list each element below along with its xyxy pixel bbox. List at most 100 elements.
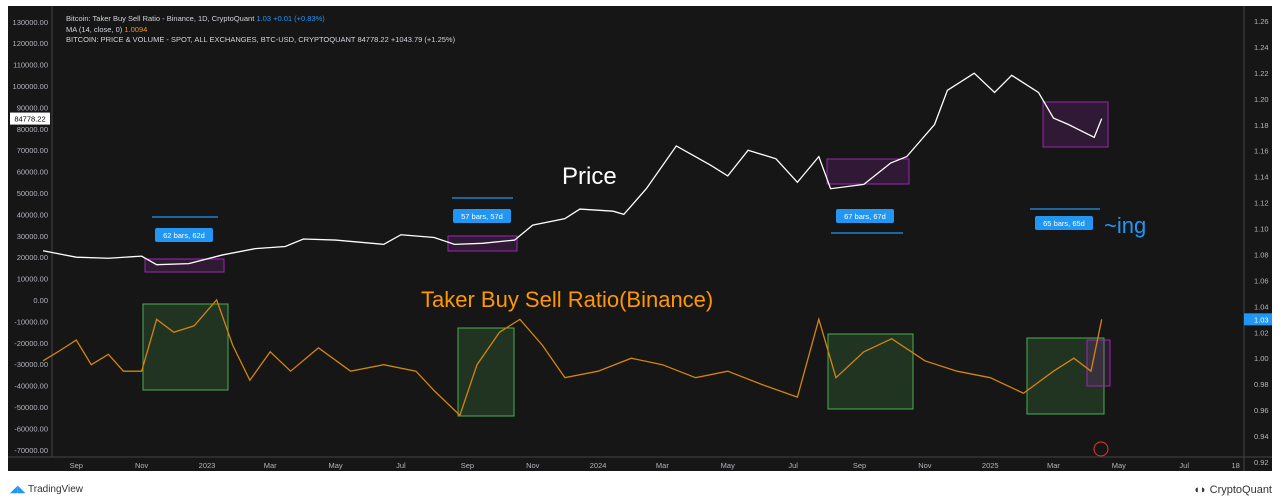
right-axis-tick: 1.16 <box>1254 147 1269 156</box>
time-axis-tick: Nov <box>918 461 932 470</box>
time-axis-tick: Nov <box>526 461 540 470</box>
right-axis-tick: 1.20 <box>1254 95 1269 104</box>
price-annotation: Price <box>562 163 617 190</box>
ratio-annotation: Taker Buy Sell Ratio(Binance) <box>421 287 713 312</box>
time-axis-tick: Mar <box>1047 461 1060 470</box>
chart-canvas[interactable]: 130000.00 120000.00 110000.00 100000.00 9000… <box>8 6 1272 471</box>
right-axis-tick: 1.12 <box>1254 199 1269 208</box>
right-axis-tick: 0.98 <box>1254 380 1269 389</box>
legend-price-title: BITCOIN: PRICE & VOLUME - SPOT, ALL EXCH… <box>66 35 356 44</box>
time-axis-tick: Sep <box>70 461 83 470</box>
left-axis-tick: 30000.00 <box>17 232 48 241</box>
ratio-highlight-box <box>827 333 914 410</box>
right-axis-tick: 1.08 <box>1254 250 1269 259</box>
time-axis-tick: 2024 <box>590 461 607 470</box>
right-axis-tick: 1.04 <box>1254 302 1269 311</box>
left-axis-tick: 80000.00 <box>17 125 48 134</box>
left-axis-tick: -70000.00 <box>14 446 48 455</box>
time-axis-tick: Nov <box>135 461 149 470</box>
cryptoquant-icon: ◖◗ <box>1193 484 1207 496</box>
time-axis-tick: Sep <box>461 461 474 470</box>
time-axis-tick: Jul <box>788 461 798 470</box>
left-axis-tick: 90000.00 <box>17 103 48 112</box>
price-highlight-box <box>826 158 910 185</box>
left-axis-tick: 50000.00 <box>17 189 48 198</box>
chart-legend: Bitcoin: Taker Buy Sell Ratio - Binance,… <box>66 14 455 46</box>
legend-ma-value: 1.0094 <box>124 24 148 34</box>
price-highlight-box <box>1042 101 1109 148</box>
right-axis-tick: 1.06 <box>1254 276 1269 285</box>
ratio-highlight-box <box>142 303 229 391</box>
left-axis-tick: 120000.00 <box>13 39 48 48</box>
chart-panel[interactable]: 130000.00 120000.00 110000.00 100000.00 9000… <box>8 6 1272 471</box>
legend-price-change: +1043.79 (+1.25%) <box>390 35 456 44</box>
time-axis-tick: May <box>1112 461 1126 470</box>
left-axis-tick: 20000.00 <box>17 253 48 262</box>
measure-label-bg <box>155 228 213 242</box>
left-axis-tick: 70000.00 <box>17 146 48 155</box>
left-axis-tick: -40000.00 <box>14 382 48 391</box>
tradingview-label: TradingView <box>28 484 84 495</box>
ratio-highlight-box <box>1026 337 1105 415</box>
price-current-label-bg <box>10 112 50 125</box>
left-axis-tick: -20000.00 <box>14 339 48 348</box>
left-axis-tick: 100000.00 <box>13 82 48 91</box>
legend-ratio-change: +0.01 (+0.83%) <box>273 14 325 23</box>
ratio-line <box>42 298 1103 417</box>
ratio-current-label: 1.03 <box>1254 315 1269 324</box>
right-axis-tick: 1.14 <box>1254 173 1269 182</box>
time-axis-tick: 2023 <box>199 461 216 470</box>
measure-label-bg <box>1035 216 1093 230</box>
right-axis-tick: 1.18 <box>1254 121 1269 130</box>
ing-annotation: ~ing <box>1104 213 1146 238</box>
price-highlight-box <box>1086 339 1111 387</box>
ratio-current-label-bg <box>1244 313 1272 326</box>
measure-label-bg <box>453 209 511 223</box>
time-axis-tick: Mar <box>656 461 669 470</box>
time-axis-tick: 2025 <box>982 461 999 470</box>
time-axis-tick: Jul <box>1179 461 1189 470</box>
measure-label: 57 bars, 57d <box>461 212 503 221</box>
left-axis-tick: -10000.00 <box>14 317 48 326</box>
right-axis-tick: 1.24 <box>1254 43 1269 52</box>
time-axis-tick: May <box>721 461 735 470</box>
measure-label: 67 bars, 67d <box>844 212 886 221</box>
measure-label-bg <box>836 209 894 223</box>
tradingview-icon: ◢◣ <box>10 484 26 495</box>
right-axis-tick: 0.94 <box>1254 432 1269 441</box>
price-highlight-box <box>144 258 225 273</box>
time-axis-tick: Mar <box>264 461 277 470</box>
left-axis-tick: -50000.00 <box>14 403 48 412</box>
left-axis-tick: 130000.00 <box>13 18 48 27</box>
left-axis-tick: -30000.00 <box>14 360 48 369</box>
right-axis-tick: 1.10 <box>1254 225 1269 234</box>
price-current-label: 84778.22 <box>14 115 45 124</box>
right-axis-tick: 0.92 <box>1254 458 1269 467</box>
right-axis-tick: 1.02 <box>1254 328 1269 337</box>
price-line <box>42 72 1103 266</box>
left-axis-tick: 60000.00 <box>17 168 48 177</box>
legend-price-value: 84778.22 <box>357 35 389 44</box>
ratio-highlight-box <box>457 327 515 417</box>
right-axis-tick: 1.22 <box>1254 69 1269 78</box>
right-axis-tick: 0.96 <box>1254 406 1269 415</box>
time-axis-tick: Jul <box>396 461 406 470</box>
left-axis-tick: 40000.00 <box>17 210 48 219</box>
measure-label: 62 bars, 62d <box>163 231 205 240</box>
tradingview-logo[interactable]: ◢◣ TradingView <box>10 484 83 495</box>
left-axis-tick: 0.00 <box>33 296 48 305</box>
left-axis-tick: 10000.00 <box>17 275 48 284</box>
measure-label: 65 bars, 65d <box>1043 219 1085 228</box>
cryptoquant-logo: ◖◗ CryptoQuant <box>1193 484 1272 496</box>
legend-ratio-value: 1.03 <box>256 14 271 23</box>
time-axis-tick: Sep <box>853 461 866 470</box>
alert-icon <box>1093 441 1109 457</box>
right-axis-tick: 1.26 <box>1254 17 1269 26</box>
time-axis-tick: 18 <box>1231 461 1239 470</box>
legend-ma-title: MA (14, close, 0) <box>66 24 123 34</box>
left-axis-tick: 110000.00 <box>13 61 48 70</box>
right-axis-tick: 1.00 <box>1254 354 1269 363</box>
time-axis-tick: May <box>328 461 342 470</box>
cryptoquant-label: CryptoQuant <box>1209 484 1272 496</box>
left-axis-tick: -60000.00 <box>14 424 48 433</box>
